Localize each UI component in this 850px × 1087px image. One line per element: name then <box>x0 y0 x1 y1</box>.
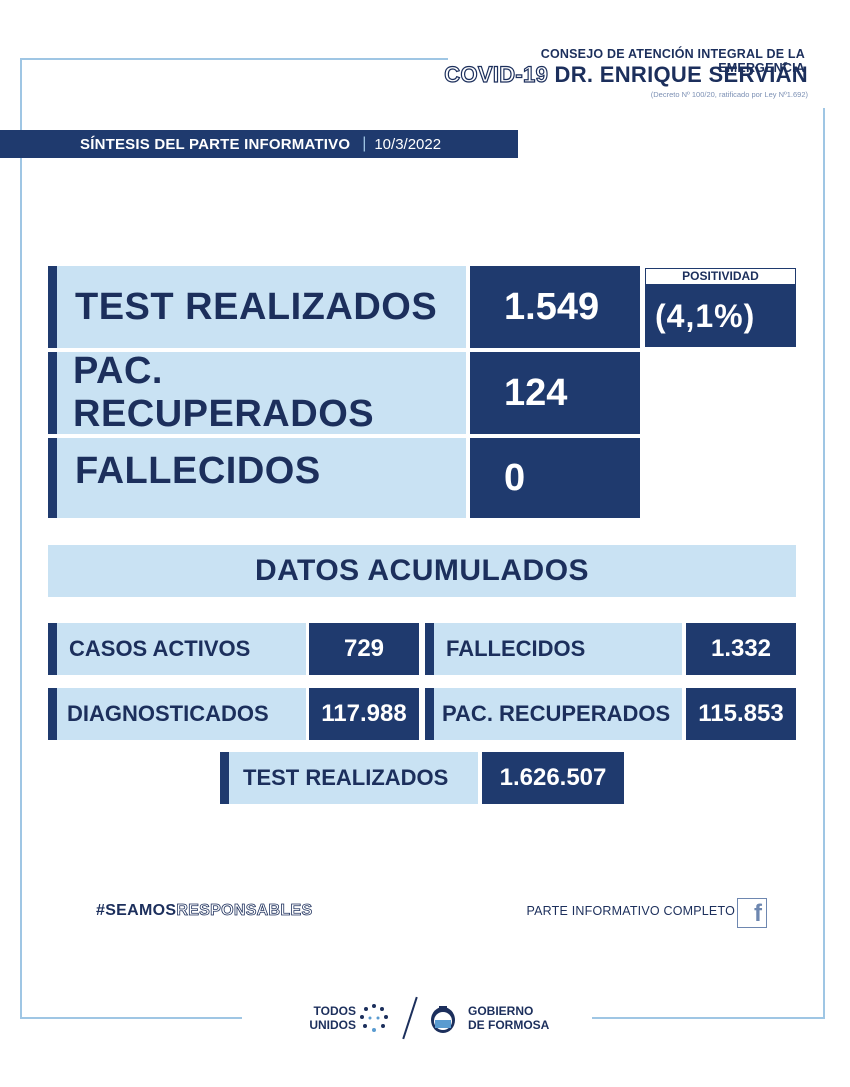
accumulated-title: DATOS ACUMULADOS <box>48 545 796 597</box>
daily-deaths-value: 0 <box>470 438 640 518</box>
frame-top-border <box>20 58 448 60</box>
acc-active-label: CASOS ACTIVOS <box>48 623 306 675</box>
acc-tests-label: TEST REALIZADOS <box>220 752 478 804</box>
positivity-value: (4,1%) <box>645 285 796 347</box>
todos-line1: TODOS <box>313 1004 356 1018</box>
daily-tests-label: TEST REALIZADOS <box>48 266 466 348</box>
daily-recovered-value: 124 <box>470 352 640 434</box>
positivity-label: POSITIVIDAD <box>645 268 796 285</box>
todos-unidos-logo-text: TODOS UNIDOS <box>296 1004 356 1032</box>
synthesis-separator: | <box>362 135 367 152</box>
todos-line2: UNIDOS <box>309 1018 356 1032</box>
synthesis-date: 10/3/2022 <box>374 135 442 153</box>
frame-left-border <box>20 58 22 1018</box>
acc-tests-value: 1.626.507 <box>482 752 624 804</box>
org-council-title: CONSEJO DE ATENCIÓN INTEGRAL DE LA EMERG… <box>540 47 805 75</box>
synthesis-bar: SÍNTESIS DEL PARTE INFORMATIVO | 10/3/20… <box>0 130 518 158</box>
acc-active-value: 729 <box>309 623 419 675</box>
stars-circle-icon <box>360 1004 388 1032</box>
synthesis-title: SÍNTESIS DEL PARTE INFORMATIVO <box>80 135 351 153</box>
hashtag-bold: #SEAMOS <box>96 902 177 919</box>
acc-deaths-value: 1.332 <box>686 623 796 675</box>
org-name: DR. ENRIQUE SERVIÁN <box>554 62 808 87</box>
frame-bottom-border-right <box>592 1017 825 1019</box>
gob-line1: GOBIERNO <box>468 1004 534 1018</box>
org-brand: COVID-19 DR. ENRIQUE SERVIÁN <box>420 61 808 88</box>
acc-recovered-label: PAC. RECUPERADOS <box>425 688 682 740</box>
acc-recovered-value: 115.853 <box>686 688 796 740</box>
daily-recovered-label: PAC. RECUPERADOS <box>48 350 466 435</box>
frame-right-border <box>823 108 825 1018</box>
footer-divider <box>402 996 418 1040</box>
acc-diagnosed-label: DIAGNOSTICADOS <box>48 688 306 740</box>
acc-deaths-label: FALLECIDOS <box>425 623 682 675</box>
hashtag-outline: RESPONSABLES <box>176 902 313 920</box>
covid-label: COVID-19 <box>444 61 549 87</box>
acc-diagnosed-value: 117.988 <box>309 688 419 740</box>
full-report-link[interactable]: PARTE INFORMATIVO COMPLETO <box>526 904 735 918</box>
frame-bottom-border-left <box>20 1017 242 1019</box>
gobierno-formosa-text: GOBIERNO DE FORMOSA <box>468 1004 549 1032</box>
hashtag: #SEAMOSRESPONSABLES <box>96 902 313 920</box>
decree-note: (Decreto Nº 100/20, ratificado por Ley N… <box>650 90 808 99</box>
daily-deaths-label: FALLECIDOS <box>48 438 466 518</box>
facebook-icon[interactable]: f <box>737 898 767 928</box>
daily-tests-value: 1.549 <box>470 266 640 348</box>
formosa-shield-icon <box>431 1006 455 1033</box>
gob-line2: DE FORMOSA <box>468 1018 550 1032</box>
